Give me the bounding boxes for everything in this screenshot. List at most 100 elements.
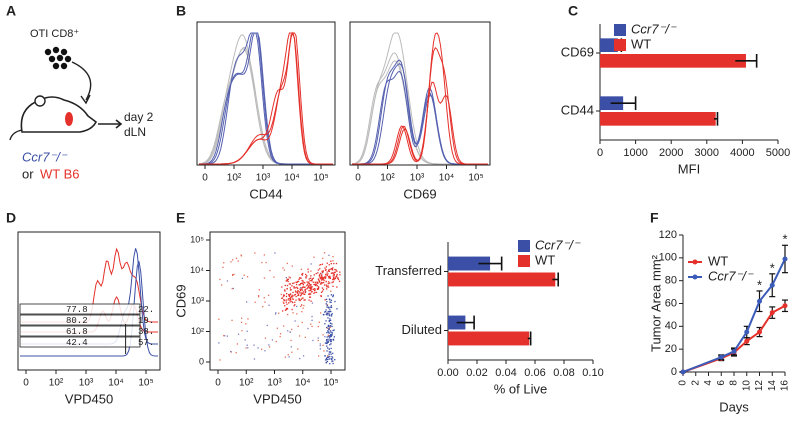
event-dot <box>328 320 330 322</box>
event-dot <box>314 289 316 291</box>
event-dot <box>332 338 335 340</box>
event-dot <box>273 276 275 278</box>
event-dot <box>311 280 313 282</box>
x-axis-label: % of Live <box>494 381 547 396</box>
event-dot <box>304 286 306 288</box>
event-dot <box>329 334 332 337</box>
event-dot <box>309 296 312 298</box>
event-dot <box>332 294 334 296</box>
x-tick-label: 0 <box>202 173 208 184</box>
event-dot <box>314 282 317 284</box>
event-dot <box>326 360 329 363</box>
event-dot <box>310 263 312 265</box>
y-tick-label: 100 <box>659 252 677 264</box>
event-dot <box>283 269 285 271</box>
event-dot <box>326 332 328 334</box>
event-dot <box>258 289 260 291</box>
event-dot <box>291 294 293 296</box>
event-dot <box>330 272 333 274</box>
event-dot <box>275 340 277 343</box>
event-dot <box>320 295 322 297</box>
event-dot <box>302 291 305 293</box>
dot-cloud <box>218 252 341 365</box>
event-dot <box>298 299 300 301</box>
event-dot <box>301 321 303 324</box>
event-dot <box>326 356 328 358</box>
event-dot <box>284 289 286 291</box>
x-tick-label: 10⁵ <box>468 173 483 184</box>
event-dot <box>330 268 332 270</box>
event-dot <box>327 347 329 349</box>
event-dot <box>328 298 331 300</box>
event-dot <box>313 274 315 276</box>
y-tick-label: 10⁵ <box>190 234 204 244</box>
event-dot <box>328 348 330 350</box>
event-dot <box>300 277 302 279</box>
event-dot <box>329 309 331 311</box>
event-dot <box>322 344 324 346</box>
gate-left-value: 77.8 <box>66 305 88 315</box>
event-dot <box>334 268 336 271</box>
event-dot <box>308 281 310 283</box>
histogram-curve <box>199 31 333 165</box>
gate <box>19 325 141 337</box>
x-tick-label: 2 <box>690 380 701 386</box>
event-dot <box>302 355 305 357</box>
event-dot <box>224 335 226 337</box>
legend-label: WT <box>631 36 651 51</box>
x-tick-label: 0.02 <box>466 367 487 379</box>
event-dot <box>298 291 300 293</box>
point <box>718 354 724 360</box>
event-dot <box>285 301 287 303</box>
point <box>782 303 788 309</box>
event-dot <box>329 339 332 341</box>
event-dot <box>241 330 243 332</box>
event-dot <box>325 342 328 344</box>
x-tick-label: 10³ <box>256 173 271 184</box>
event-dot <box>327 324 330 326</box>
legend-label: Ccr7⁻/⁻ <box>708 268 754 283</box>
x-tick-label: 0.00 <box>437 367 458 379</box>
event-dot <box>333 271 335 274</box>
event-dot <box>311 278 313 280</box>
event-dot <box>318 280 321 282</box>
event-dot <box>232 287 234 290</box>
event-dot <box>337 278 340 281</box>
event-dot <box>298 298 300 300</box>
event-dot <box>297 280 300 282</box>
event-dot <box>331 281 333 284</box>
gate-left-value: 80.2 <box>66 316 88 326</box>
event-dot <box>292 298 294 300</box>
event-dot <box>268 346 271 348</box>
event-dot <box>284 309 287 311</box>
event-dot <box>241 317 243 319</box>
event-dot <box>327 306 329 308</box>
event-dot <box>324 269 327 271</box>
event-dot <box>326 327 329 329</box>
error-bar <box>735 54 758 68</box>
timepoint: day 2 <box>124 110 154 124</box>
event-dot <box>264 337 267 339</box>
event-dot <box>314 284 316 286</box>
strain-or: or <box>22 166 34 181</box>
legend-label: WT <box>708 253 728 268</box>
event-dot <box>322 278 324 280</box>
event-dot <box>303 304 305 307</box>
event-dot <box>332 267 334 269</box>
event-dot <box>291 351 293 353</box>
event-dot <box>285 277 287 279</box>
event-dot <box>284 356 286 358</box>
event-dot <box>296 305 298 308</box>
x-tick-label: 10 <box>741 380 752 392</box>
event-dot <box>304 291 306 294</box>
event-dot <box>324 336 326 338</box>
y-tick-label: CD69 <box>561 44 594 59</box>
event-dot <box>321 282 323 284</box>
event-dot <box>312 339 314 342</box>
event-dot <box>317 337 319 339</box>
event-dot <box>324 299 326 301</box>
x-tick-label: 10⁴ <box>284 173 299 184</box>
gate-right-value: 22. <box>138 305 154 315</box>
event-dot <box>324 277 327 279</box>
